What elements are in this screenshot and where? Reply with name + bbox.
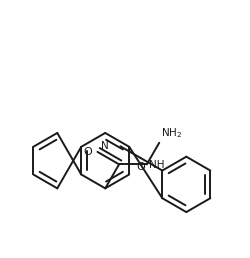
Text: O: O [136,162,144,172]
Text: O: O [84,147,92,157]
Text: N: N [101,141,109,151]
Text: NH$_2$: NH$_2$ [160,126,182,140]
Text: NH: NH [148,160,164,170]
